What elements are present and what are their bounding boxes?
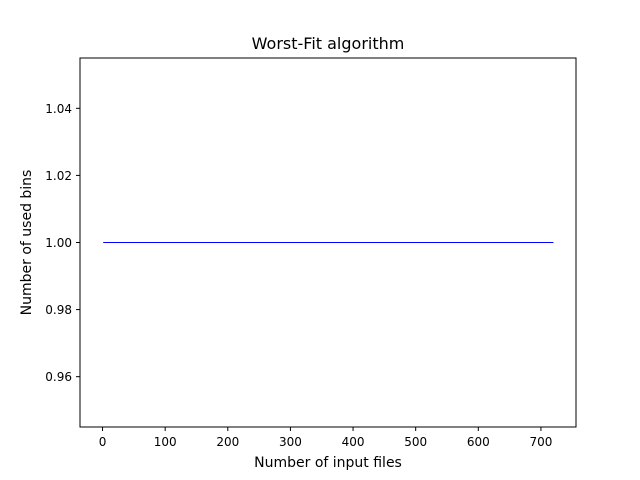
- x-tick-label: 0: [99, 435, 107, 449]
- y-tick-label: 0.96: [45, 370, 72, 384]
- x-tick-label: 700: [529, 435, 552, 449]
- x-axis-ticks: 0 100 200 300 400 500 600 700: [99, 427, 552, 449]
- x-tick-label: 500: [404, 435, 427, 449]
- plot-area: 0 100 200 300 400 500 600 700 0.96 0.98 1.00 1.02 1…: [45, 57, 577, 449]
- y-axis-label: Number of used bins: [19, 170, 35, 316]
- y-tick-label: 1.04: [45, 102, 72, 116]
- x-tick-label: 400: [342, 435, 365, 449]
- x-tick-label: 300: [279, 435, 302, 449]
- x-tick-label: 200: [216, 435, 239, 449]
- plot-frame: [79, 57, 577, 428]
- x-tick-label: 100: [154, 435, 177, 449]
- y-axis-ticks: 0.96 0.98 1.00 1.02 1.04: [45, 102, 80, 384]
- y-tick-label: 0.98: [45, 303, 72, 317]
- chart-title: Worst-Fit algorithm: [252, 34, 405, 53]
- y-tick-label: 1.02: [45, 169, 72, 183]
- y-tick-label: 1.00: [45, 236, 72, 250]
- x-axis-label: Number of input files: [254, 455, 402, 471]
- x-tick-label: 600: [467, 435, 490, 449]
